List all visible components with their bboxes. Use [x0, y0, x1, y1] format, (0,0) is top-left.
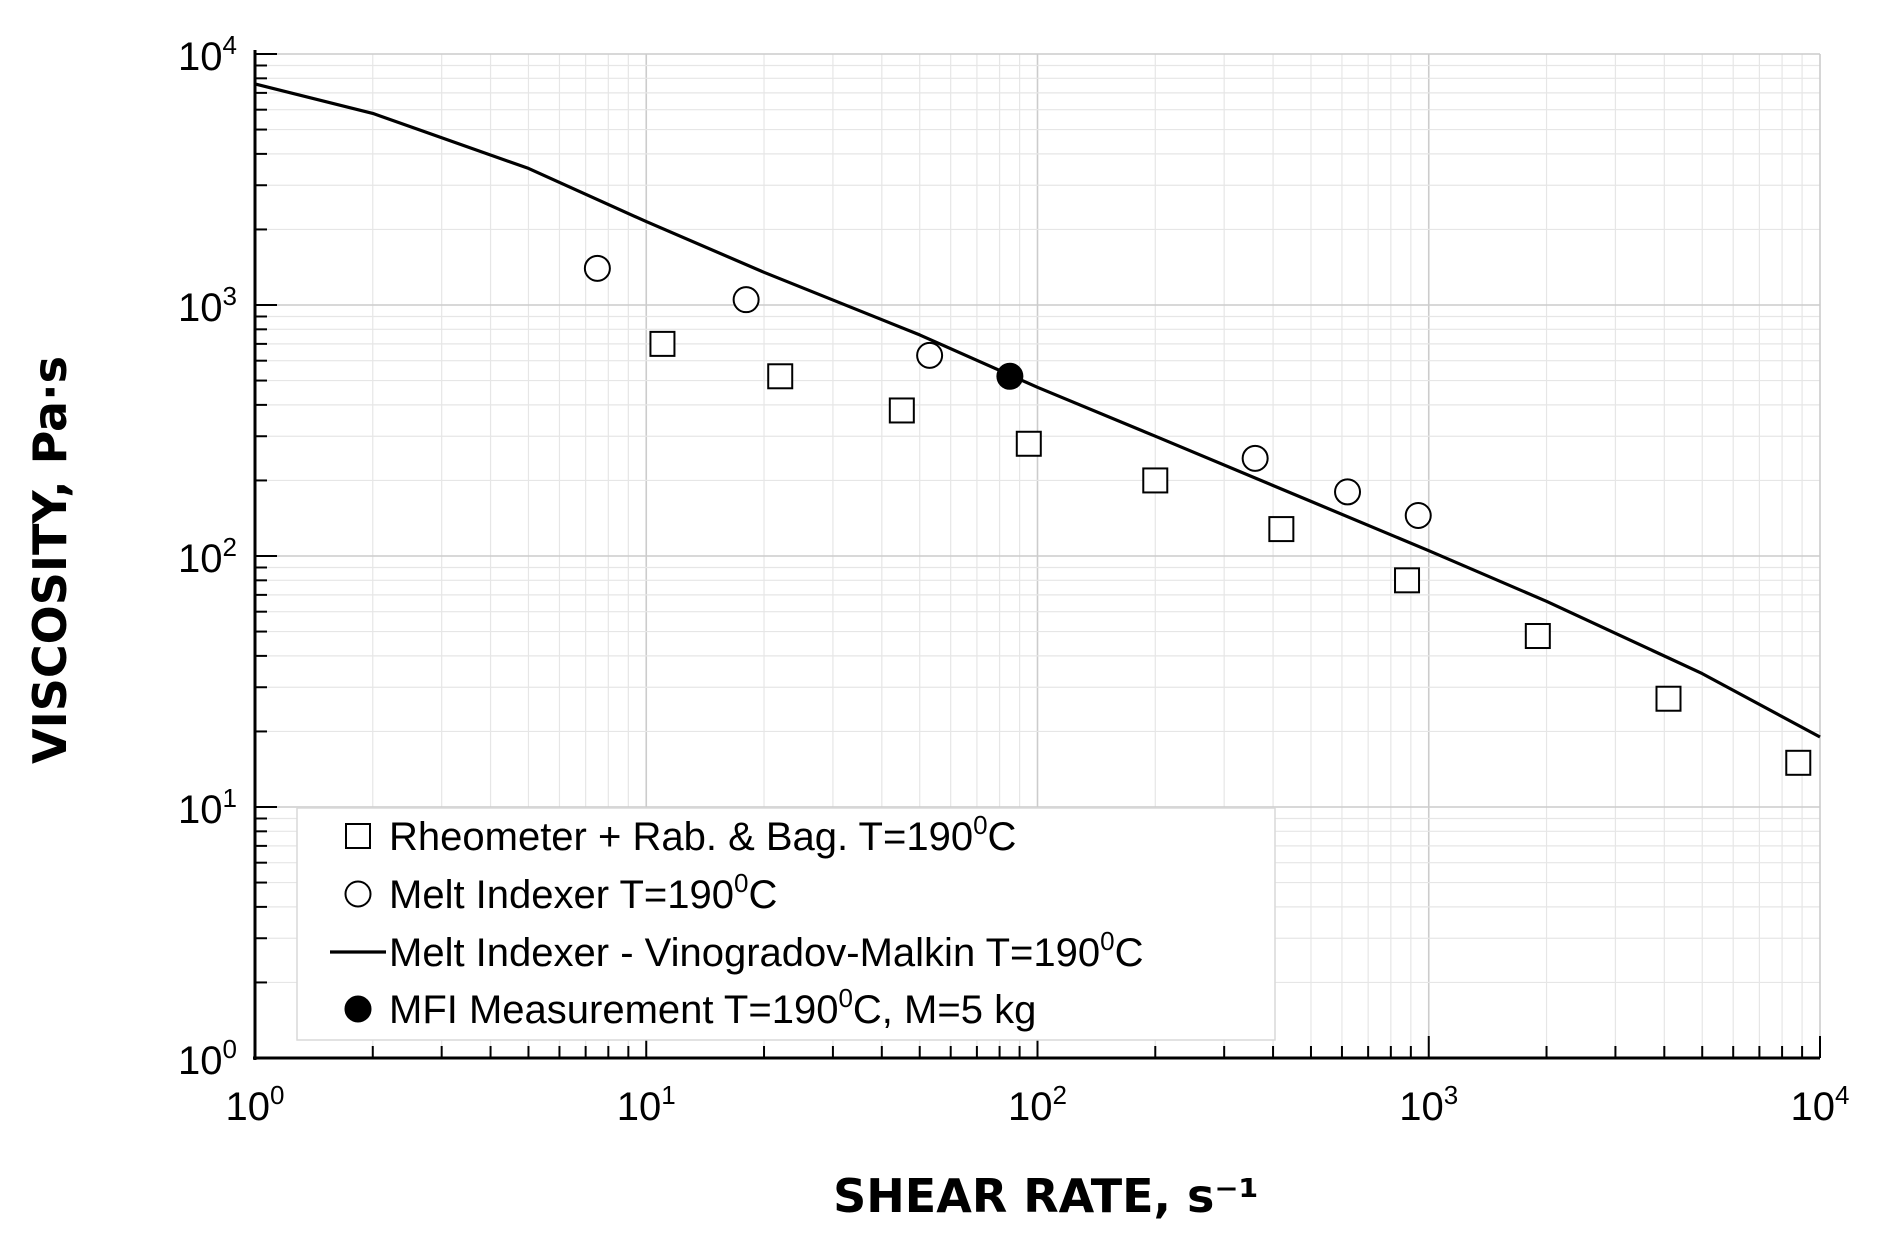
melt-indexer-point — [1334, 478, 1362, 506]
x-tick-label: 103 — [1399, 1080, 1458, 1129]
x-tick-label: 100 — [226, 1080, 285, 1129]
legend-marker-symbol — [344, 880, 372, 908]
rheometer-point — [1142, 467, 1169, 494]
melt-indexer-point — [1241, 444, 1269, 472]
rheometer-point — [888, 397, 915, 424]
rheometer-point — [649, 330, 676, 357]
rheometer-point — [1655, 685, 1682, 712]
x-tick-label: 102 — [1008, 1080, 1067, 1129]
y-axis-title: VISCOSITY, Pa·s — [23, 356, 77, 764]
marker-layer — [583, 254, 1812, 776]
melt-indexer-point — [1404, 501, 1432, 529]
y-tick-label: 104 — [178, 30, 237, 79]
rheometer-point — [1785, 749, 1812, 776]
melt-indexer-point — [583, 254, 611, 282]
rheometer-point — [1268, 516, 1295, 543]
melt-indexer-point — [732, 286, 760, 314]
rheometer-point — [1524, 623, 1551, 650]
y-tick-label: 102 — [178, 532, 237, 581]
legend-label: Melt Indexer T=1900C — [389, 868, 777, 917]
legend-label: Melt Indexer - Vinogradov-Malkin T=1900C — [389, 926, 1143, 975]
x-tick-label: 101 — [617, 1080, 676, 1129]
legend-marker-symbol — [344, 995, 372, 1023]
y-tick-label: 100 — [178, 1034, 237, 1083]
legend-label: Rheometer + Rab. & Bag. T=1900C — [389, 810, 1016, 859]
vinogradov-malkin-curve — [254, 82, 1821, 739]
mfi-measurement-point — [996, 362, 1024, 390]
y-tick-label: 101 — [178, 783, 237, 832]
x-axis-title: SHEAR RATE, s⁻¹ — [833, 1169, 1259, 1223]
tick-labels: 100 101 102 103 104 100 101 102 103 104 — [178, 30, 1849, 1129]
legend-box — [296, 807, 1276, 1041]
rheometer-point — [1394, 567, 1421, 594]
melt-indexer-point — [916, 341, 944, 369]
rheometer-point — [767, 363, 794, 390]
curve-layer — [254, 82, 1821, 739]
legend-marker-symbol — [345, 823, 371, 849]
axes — [253, 50, 1821, 1060]
x-tick-label: 104 — [1791, 1080, 1850, 1129]
legend: Rheometer + Rab. & Bag. T=1900C Melt Inde… — [296, 807, 1276, 1041]
rheometer-point — [1015, 430, 1042, 457]
legend-label: MFI Measurement T=1900C, M=5 kg — [389, 983, 1036, 1032]
y-tick-label: 103 — [178, 281, 237, 330]
